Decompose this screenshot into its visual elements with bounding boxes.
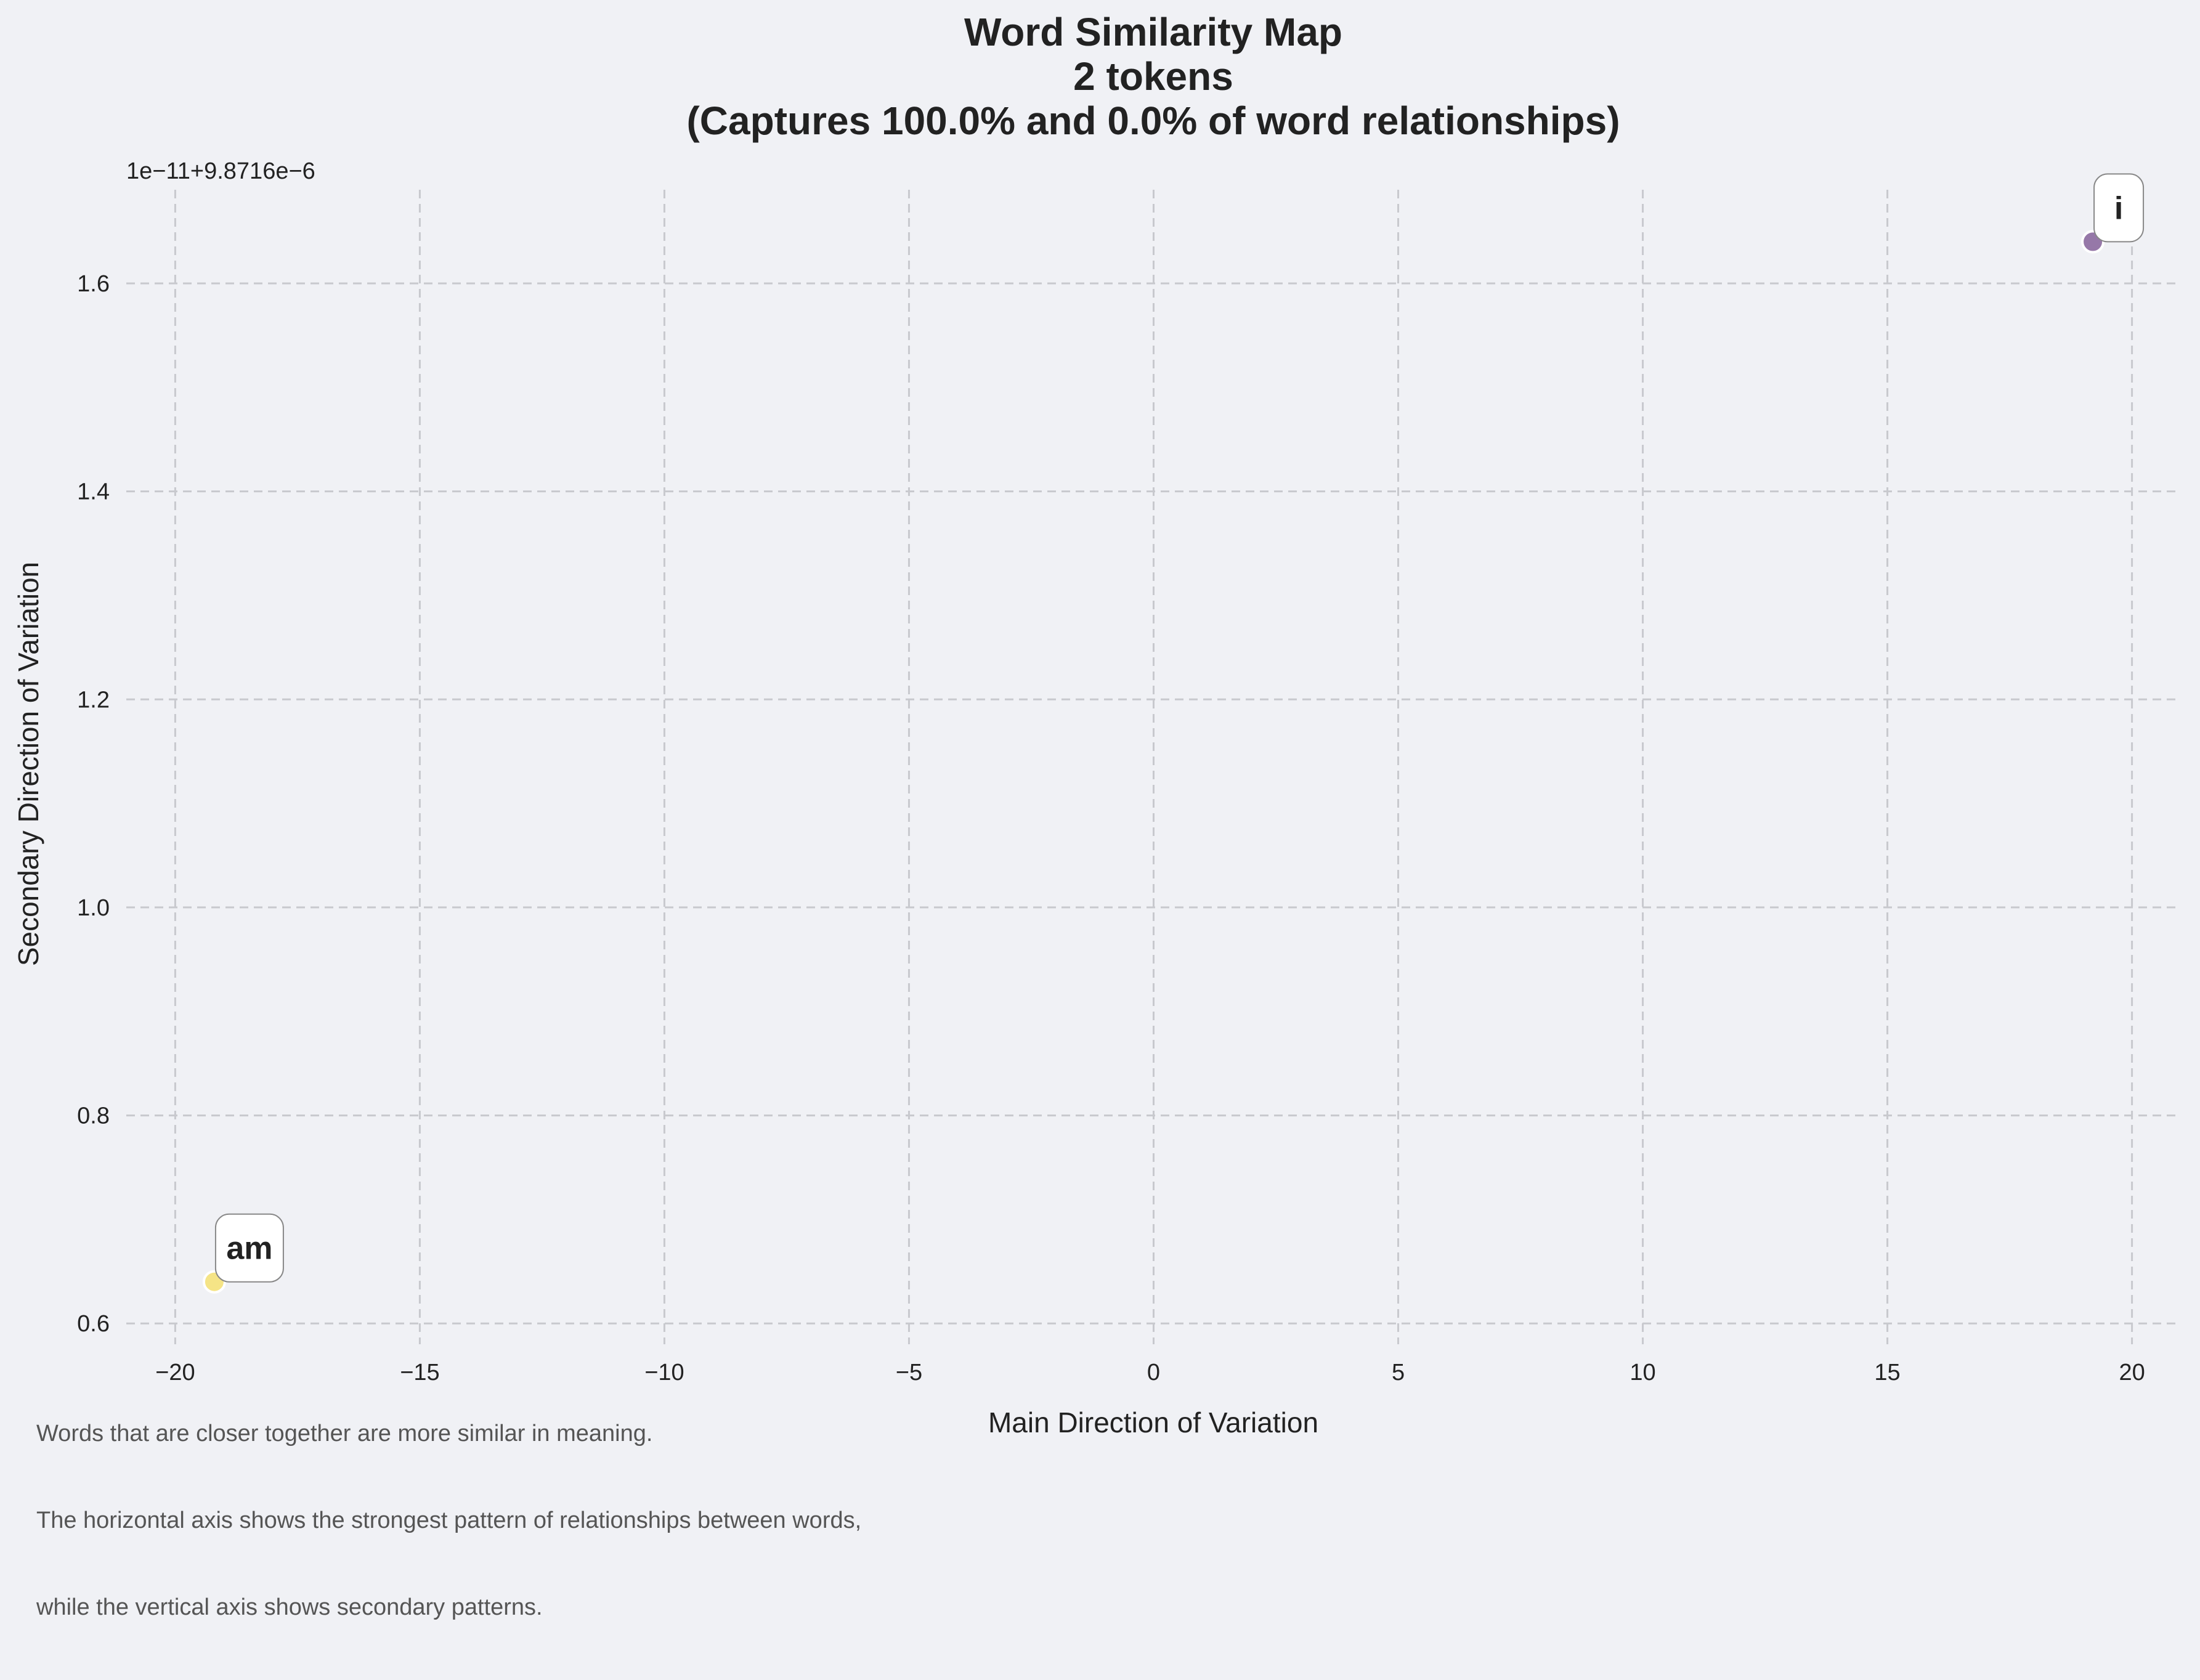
x-tick-label: 15 <box>1874 1360 1900 1386</box>
chart-title: Word Similarity Map <box>964 10 1342 54</box>
point-label-box <box>2093 173 2145 243</box>
y-tick-label: 1.4 <box>77 479 110 505</box>
footnote-line: The horizontal axis shows the strongest … <box>36 1508 862 1533</box>
x-tick-label: 5 <box>1392 1360 1405 1386</box>
x-tick-label: 0 <box>1147 1360 1160 1386</box>
point-label: i <box>2093 173 2145 243</box>
chart-subtitle-2: (Captures 100.0% and 0.0% of word relati… <box>686 99 1620 143</box>
x-tick-label: −15 <box>400 1360 439 1386</box>
footnote-line: while the vertical axis shows secondary … <box>36 1594 543 1620</box>
y-offset-label: 1e−11+9.8716e−6 <box>126 158 315 184</box>
y-tick-label: 1.2 <box>77 687 110 713</box>
x-tick-label: 20 <box>2119 1360 2145 1386</box>
chart-footnote: Words that are closer together are more … <box>36 1361 861 1680</box>
grid <box>126 190 2181 1344</box>
point-label-box <box>214 1213 284 1283</box>
point-label: am <box>214 1213 284 1283</box>
point-labels: i am <box>214 173 2145 1283</box>
x-tick-label: 10 <box>1630 1360 1655 1386</box>
scatter-chart: i am −20 −15 −10 −5 0 5 10 15 20 0.6 0.8 1.0 1.2 1.4 1.… <box>12 10 2181 1439</box>
y-axis-label: Secondary Direction of Variation <box>12 562 44 966</box>
y-tick-label: 0.8 <box>77 1103 110 1129</box>
y-tick-label: 0.6 <box>77 1311 110 1337</box>
chart-subtitle: 2 tokens <box>1073 54 1233 99</box>
point-label-text: am <box>226 1231 272 1267</box>
x-tick-label: −10 <box>644 1360 684 1386</box>
x-tick-label: −5 <box>896 1360 922 1386</box>
y-tick-label: 1.0 <box>77 895 110 921</box>
x-axis-label: Main Direction of Variation <box>988 1406 1318 1439</box>
chart-figure: i am −20 −15 −10 −5 0 5 10 15 20 0.6 0.8 1.0 1.2 1.4 1.… <box>12 10 2181 1620</box>
point-label-text: i <box>2114 190 2123 226</box>
tick-labels: −20 −15 −10 −5 0 5 10 15 20 0.6 0.8 1.0 1.2 1.4 1.6 <box>77 271 2145 1386</box>
y-tick-label: 1.6 <box>77 271 110 297</box>
x-tick-label: −20 <box>155 1360 195 1386</box>
footnote-line: Words that are closer together are more … <box>36 1421 653 1447</box>
